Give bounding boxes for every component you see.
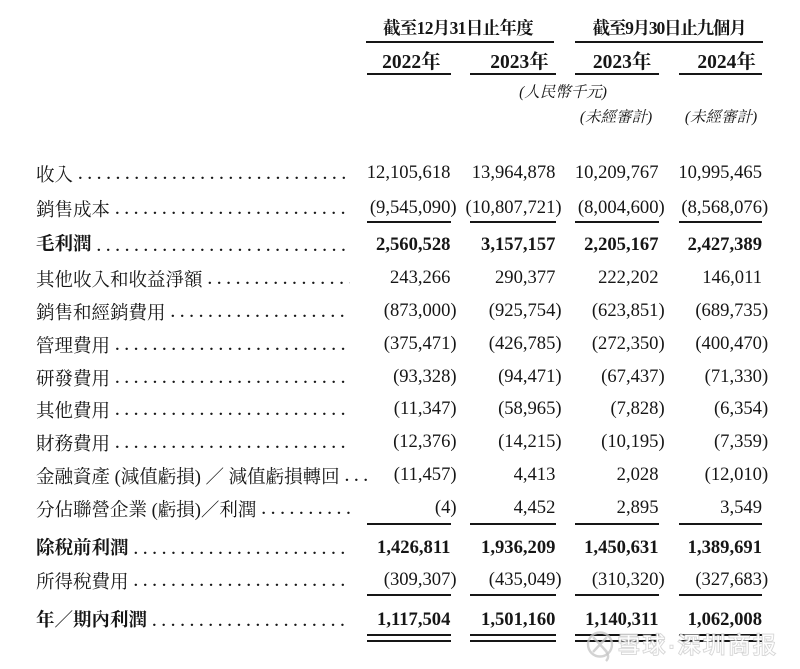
svg-text:雪球·深圳商报: 雪球·深圳商报 <box>618 633 779 658</box>
